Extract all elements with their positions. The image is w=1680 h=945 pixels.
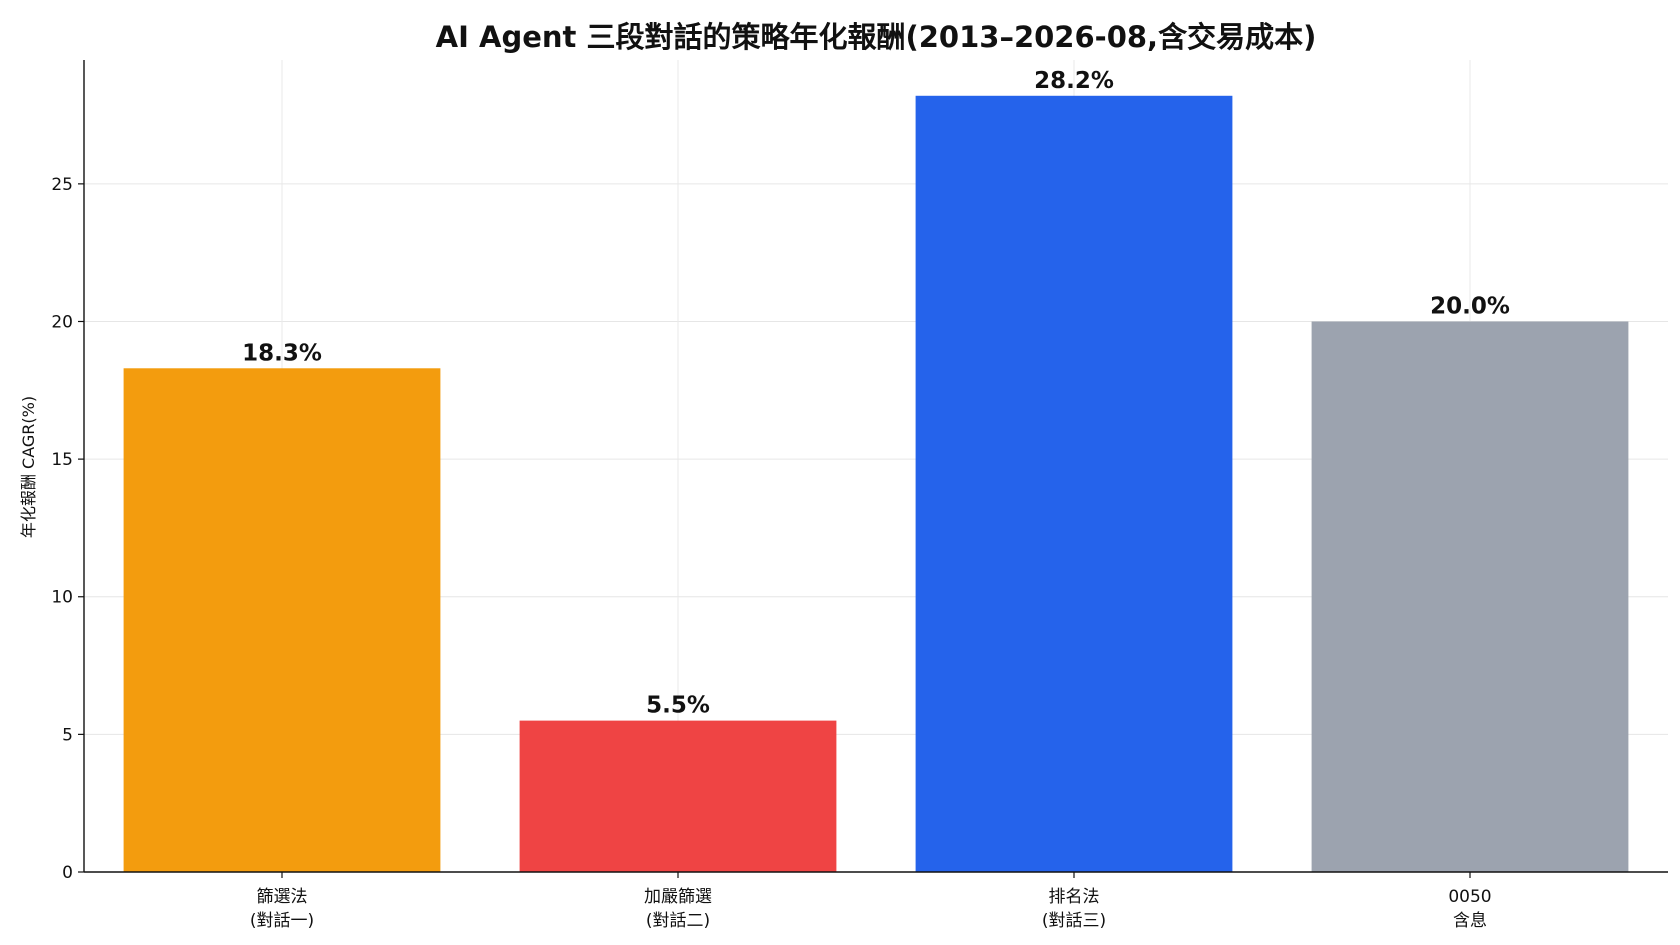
y-tick-label-2: 10 — [51, 588, 73, 608]
labels: 0 5 10 15 20 25 篩選法 (對話一) 加嚴篩選 (對話二) 排名法 (對話三) 0050 含… — [51, 68, 1510, 931]
bars — [123, 95, 1629, 872]
y-tick-label-4: 20 — [51, 312, 73, 332]
x-tick-label-2-line2: (對話三) — [1042, 911, 1106, 931]
axes — [78, 60, 1668, 878]
x-tick-label-2-line1: 排名法 — [1049, 887, 1100, 907]
bar-3 — [1311, 321, 1629, 872]
bar-value-label-1: 5.5% — [646, 693, 710, 719]
x-tick-label-0-line2: (對話一) — [250, 911, 314, 931]
x-tick-label-3-line1: 0050 — [1448, 887, 1491, 907]
y-axis-label: 年化報酬 CAGR(%) — [19, 396, 38, 538]
y-tick-label-1: 5 — [62, 725, 73, 745]
x-tick-label-3-line2: 含息 — [1453, 911, 1487, 931]
bar-1 — [519, 720, 837, 872]
x-tick-label-1-line1: 加嚴篩選 — [644, 887, 712, 907]
y-tick-label-3: 15 — [51, 450, 73, 470]
bar-value-label-2: 28.2% — [1034, 68, 1114, 94]
bar-2 — [915, 95, 1233, 872]
y-tick-label-0: 0 — [62, 863, 73, 883]
bar-value-label-0: 18.3% — [242, 340, 322, 366]
y-tick-label-5: 25 — [51, 175, 73, 195]
x-tick-label-0-line1: 篩選法 — [257, 887, 308, 907]
chart-title: AI Agent 三段對話的策略年化報酬(2013–2026-08,含交易成本) — [436, 20, 1317, 54]
bar-0 — [123, 368, 441, 872]
x-tick-label-1-line2: (對話二) — [646, 911, 710, 931]
bar-value-label-3: 20.0% — [1430, 293, 1510, 319]
